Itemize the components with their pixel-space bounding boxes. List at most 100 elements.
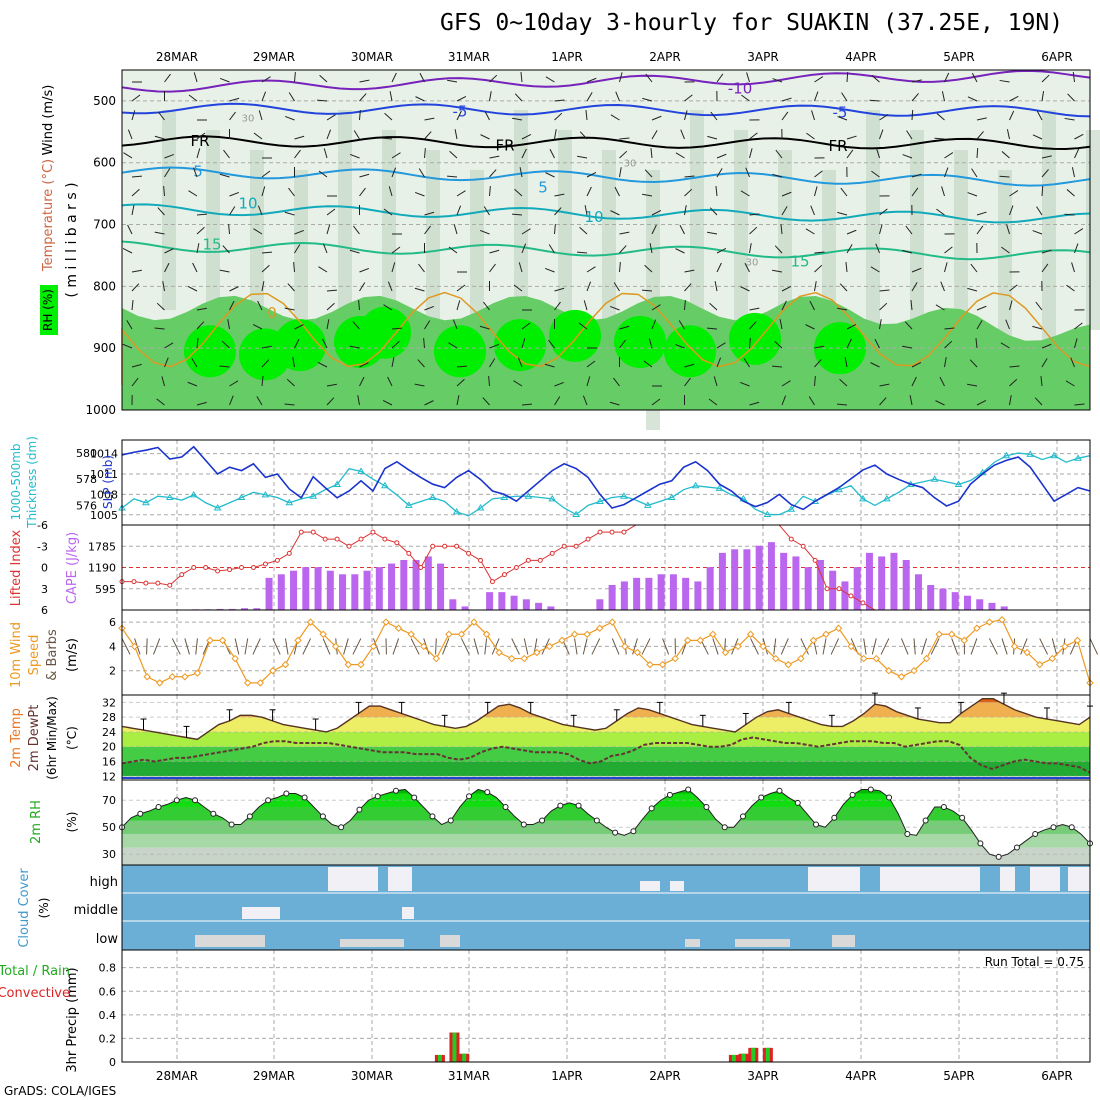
y-tick-label-temp: 32 [102, 696, 116, 709]
wind-barb [976, 225, 984, 235]
cape-bar [302, 567, 310, 610]
wind-barb [261, 251, 273, 254]
temp-band [122, 746, 1090, 762]
wind-barb [521, 322, 531, 330]
y-axis-label-rh-units: (%) [65, 812, 79, 833]
wind-barb [1070, 357, 1075, 368]
cape-bar [596, 599, 604, 610]
li-point [406, 550, 412, 556]
wind-barb [619, 261, 621, 273]
wind-barb [391, 327, 403, 330]
dewpoint-series-line [121, 736, 1091, 774]
wind-speed-point [709, 630, 717, 638]
wind-speed-point [394, 624, 403, 632]
wind-speed-point [985, 618, 994, 626]
wind-barb [164, 248, 174, 254]
wind-barb [772, 269, 783, 273]
contour-label: -5 [453, 102, 468, 120]
y-axis-label-wind: Wind (m/s) [41, 85, 56, 156]
wind-speed-point [495, 648, 503, 657]
thickness-point [1026, 450, 1035, 457]
wind-barb [585, 110, 588, 121]
wind-speed-point [407, 630, 415, 638]
wind-barb [353, 225, 360, 235]
wind-barb [381, 137, 393, 140]
wind-speed-point [784, 660, 792, 669]
wind-speed-point [633, 648, 642, 657]
wind-speed-point [168, 673, 176, 681]
wind-barb [223, 149, 230, 159]
wind-barb [976, 211, 987, 216]
rh-saturated-blob [814, 322, 866, 375]
wind-barb [684, 94, 693, 102]
wind-barb [869, 99, 880, 102]
wind-barb [971, 168, 978, 178]
cape-bar [927, 585, 935, 610]
wind-barb-10m [750, 638, 759, 655]
wind-barb [456, 190, 466, 197]
wind-barb [944, 340, 953, 349]
wind-barb [846, 135, 857, 140]
wind-barb [976, 117, 987, 121]
rh-series-line [121, 788, 1091, 858]
wind-barb [162, 281, 165, 292]
rh-point [1068, 824, 1075, 831]
wind-barb [191, 358, 198, 368]
wind-barb [322, 338, 328, 349]
rh-point [539, 817, 546, 824]
wind-barb [1041, 74, 1050, 83]
wind-barb [196, 213, 208, 216]
wind-speed-point [658, 660, 667, 669]
wind-barb-10m [712, 638, 719, 655]
wind-barb [157, 207, 165, 216]
cape-bar [939, 588, 947, 610]
contour-label: FR [495, 136, 514, 154]
contour-label: -10 [728, 80, 753, 98]
wind-speed-point [935, 630, 943, 638]
thickness-point [620, 492, 628, 499]
wind-barb [911, 362, 922, 368]
li-point [131, 579, 137, 585]
wind-barb [680, 129, 685, 140]
wind-barb [619, 150, 628, 159]
wind-barb [514, 188, 523, 197]
wind-barb [415, 96, 425, 102]
wind-barb [716, 248, 727, 254]
wind-speed-point [508, 654, 516, 663]
x-tick-label-top: 4APR [845, 50, 876, 64]
wind-barb-10m [1051, 638, 1058, 655]
wind-barb [577, 155, 588, 159]
wind-barb [164, 262, 170, 273]
wind-speed-point [206, 636, 214, 645]
thickness-point [667, 493, 676, 501]
wind-barb [749, 213, 760, 216]
y-tick-label-cape: 1785 [88, 540, 116, 553]
wind-barb [879, 224, 883, 235]
cape-bar [645, 577, 653, 610]
rh-shade-column [426, 150, 440, 350]
wind-speed-point [684, 636, 692, 645]
wind-barb [941, 91, 945, 102]
wind-barb [619, 137, 630, 140]
wind-barb [284, 307, 295, 311]
wind-barb-10m [234, 638, 240, 655]
cloud-high-block [1000, 867, 1015, 891]
cape-bar [620, 581, 628, 610]
li-point [788, 536, 794, 542]
cloud-low-block [440, 935, 460, 947]
rh-shade-column [1086, 130, 1100, 330]
legend-convective: Convective [0, 986, 70, 1001]
rh-point [612, 829, 619, 836]
panel-frame-upper [121, 69, 1091, 411]
li-point [609, 529, 615, 535]
wind-speed-point [596, 624, 604, 632]
wind-barb [1071, 167, 1075, 178]
y-tick-label-precip: 0.2 [99, 1032, 117, 1045]
contour-label: 10 [584, 208, 603, 226]
wind-barb [261, 281, 265, 292]
wind-barb [941, 186, 945, 197]
wind-barb [196, 148, 201, 159]
wind-barb [456, 110, 462, 121]
wind-barb-10m [146, 638, 148, 655]
wind-barb [548, 339, 555, 349]
